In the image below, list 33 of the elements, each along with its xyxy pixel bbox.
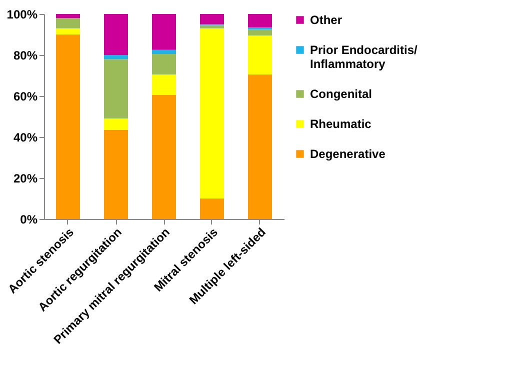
bar xyxy=(200,25,224,28)
bar xyxy=(248,74,272,219)
legend-label: Degenerative xyxy=(310,147,386,161)
y-tick-label: 40% xyxy=(13,130,38,144)
bar xyxy=(200,198,224,219)
bar xyxy=(248,29,272,36)
bar xyxy=(152,14,176,50)
y-tick-label: 60% xyxy=(13,90,38,104)
bar xyxy=(104,14,128,55)
bar xyxy=(152,50,176,54)
bar xyxy=(56,18,80,28)
bar xyxy=(152,74,176,95)
y-tick-label: 0% xyxy=(20,212,38,226)
bar xyxy=(200,14,224,24)
bar xyxy=(104,118,128,130)
legend-label: Prior Endocarditis/ Inflammatory xyxy=(310,43,418,71)
bar xyxy=(200,28,224,198)
y-tick-label: 80% xyxy=(13,48,38,62)
bar xyxy=(56,14,80,18)
bar xyxy=(152,94,176,219)
bar xyxy=(248,14,272,28)
bar xyxy=(152,54,176,74)
bar xyxy=(56,34,80,219)
y-tick-label: 20% xyxy=(13,172,38,186)
legend-label: Congenital xyxy=(310,87,372,101)
bar xyxy=(104,59,128,119)
bar xyxy=(56,28,80,34)
bar xyxy=(248,36,272,74)
legend-label: Rheumatic xyxy=(310,117,372,131)
bar xyxy=(104,55,128,60)
y-tick-label: 100% xyxy=(6,8,38,22)
bar xyxy=(104,130,128,219)
legend-label: Other xyxy=(310,13,342,27)
